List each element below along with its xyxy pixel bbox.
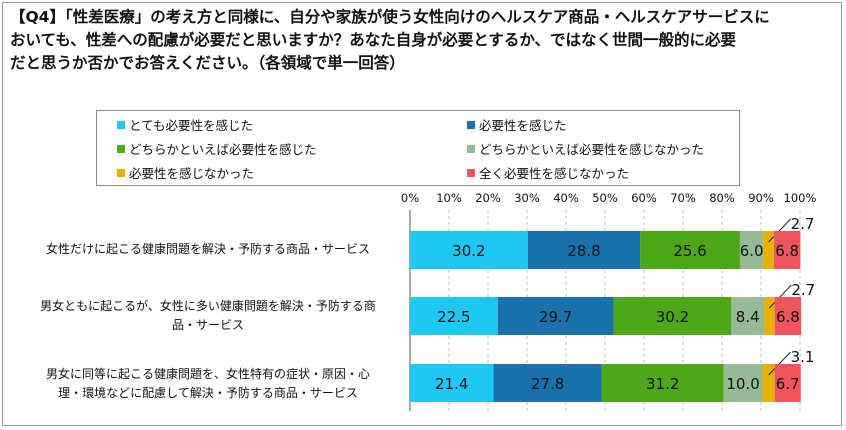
- bar-segment: [601, 364, 724, 402]
- question-text: 【Q4】「性差医療」の考え方と同様に、自分や家族が使う女性向けのヘルスケア商品・…: [10, 6, 840, 75]
- legend-swatch: [467, 121, 475, 129]
- x-tick-label: 80%: [709, 191, 735, 205]
- x-tick-label: 70%: [670, 191, 696, 205]
- leader-line: [768, 218, 791, 243]
- data-label: 6.8: [775, 242, 799, 260]
- data-label: 30.2: [452, 242, 485, 260]
- bar-segment: [640, 231, 740, 269]
- category-label-line: 男女ともに起こるが、女性に多い健康問題を解決・予防する商: [40, 299, 376, 313]
- bar-segment: [773, 231, 801, 269]
- category-label: 男女に同等に起こる健康問題を、女性特有の症状・原因・心 理・環境などに配慮して解…: [14, 365, 402, 403]
- x-tick-label: 0%: [401, 191, 419, 205]
- bar-segment: [762, 364, 775, 402]
- bar-segment: [764, 297, 775, 335]
- data-label: 2.7: [791, 215, 815, 233]
- data-label: 3.1: [791, 348, 815, 366]
- bar-segment: [410, 297, 498, 335]
- legend-swatch: [117, 121, 125, 129]
- legend-label: とても必要性を感じた: [129, 118, 254, 133]
- legend-label: どちらかといえば必要性を感じなかった: [479, 142, 705, 157]
- data-label: 31.2: [646, 375, 679, 393]
- x-tick-label: 40%: [553, 191, 579, 205]
- bar-segment: [731, 297, 765, 335]
- legend-label: 必要性を感じなかった: [129, 166, 255, 181]
- question-line: おいても、性差への配慮が必要だと思いますか？あなた自身が必要とするか、ではなく世…: [10, 31, 737, 49]
- bar-segment: [497, 297, 614, 335]
- legend-label: 全く必要性を感じなかった: [479, 166, 630, 181]
- bar-segment: [723, 364, 763, 402]
- data-label: 27.8: [531, 375, 564, 393]
- legend-label: どちらかといえば必要性を感じた: [129, 142, 317, 157]
- data-label: 2.7: [791, 281, 815, 299]
- legend-swatch: [467, 145, 475, 153]
- category-label-line: 女性だけに起こる健康問題を解決・予防する商品・サービス: [45, 242, 370, 256]
- question-line: 【Q4】「性差医療」の考え方と同様に、自分や家族が使う女性向けのヘルスケア商品・…: [10, 8, 770, 26]
- data-label: 29.7: [539, 308, 572, 326]
- data-label: 6.0: [740, 242, 764, 260]
- legend-swatch: [467, 169, 475, 177]
- x-tick-label: 30%: [514, 191, 540, 205]
- bar-segment: [774, 297, 802, 335]
- bar-segment: [613, 297, 732, 335]
- legend: とても必要性を感じた 必要性を感じた どちらかといえば必要性を感じた どちらかと…: [96, 110, 740, 186]
- data-label: 10.0: [726, 375, 759, 393]
- data-label: 6.7: [776, 375, 800, 393]
- category-label-line: 品・サービス: [171, 318, 244, 332]
- data-label: 25.6: [673, 242, 706, 260]
- data-label: 28.8: [567, 242, 600, 260]
- x-tick-label: 60%: [631, 191, 657, 205]
- data-label: 22.5: [437, 308, 470, 326]
- legend-swatch: [117, 169, 125, 177]
- bar-segment: [410, 364, 494, 402]
- bar-segment: [410, 231, 528, 269]
- data-label: 30.2: [656, 308, 689, 326]
- chart-frame: [2, 2, 842, 426]
- legend-label: 必要性を感じた: [479, 118, 567, 133]
- leader-line: [769, 284, 792, 309]
- bar-segment: [739, 231, 764, 269]
- data-label: 21.4: [435, 375, 468, 393]
- x-tick-label: 20%: [475, 191, 501, 205]
- data-label: 8.4: [736, 308, 760, 326]
- category-label-line: 男女に同等に起こる健康問題を、女性特有の症状・原因・心: [45, 367, 370, 381]
- leader-line: [768, 351, 791, 376]
- x-tick-label: 50%: [592, 191, 618, 205]
- x-tick-label: 90%: [748, 191, 774, 205]
- bar-segment: [774, 364, 801, 402]
- bar-segment: [527, 231, 641, 269]
- category-label-line: 理・環境などに配慮して解決・予防する商品・サービス: [58, 386, 358, 400]
- bar-segment: [493, 364, 602, 402]
- legend-swatch: [117, 145, 125, 153]
- x-tick-label: 10%: [436, 191, 462, 205]
- category-label: 男女ともに起こるが、女性に多い健康問題を解決・予防する商 品・サービス: [14, 297, 402, 335]
- question-line: だと思うか否かでお答えください。（各領域で単一回答）: [10, 54, 405, 72]
- category-label: 女性だけに起こる健康問題を解決・予防する商品・サービス: [14, 240, 402, 259]
- data-label: 6.8: [776, 308, 800, 326]
- bar-segment: [763, 231, 774, 269]
- x-tick-label: 100%: [784, 191, 817, 205]
